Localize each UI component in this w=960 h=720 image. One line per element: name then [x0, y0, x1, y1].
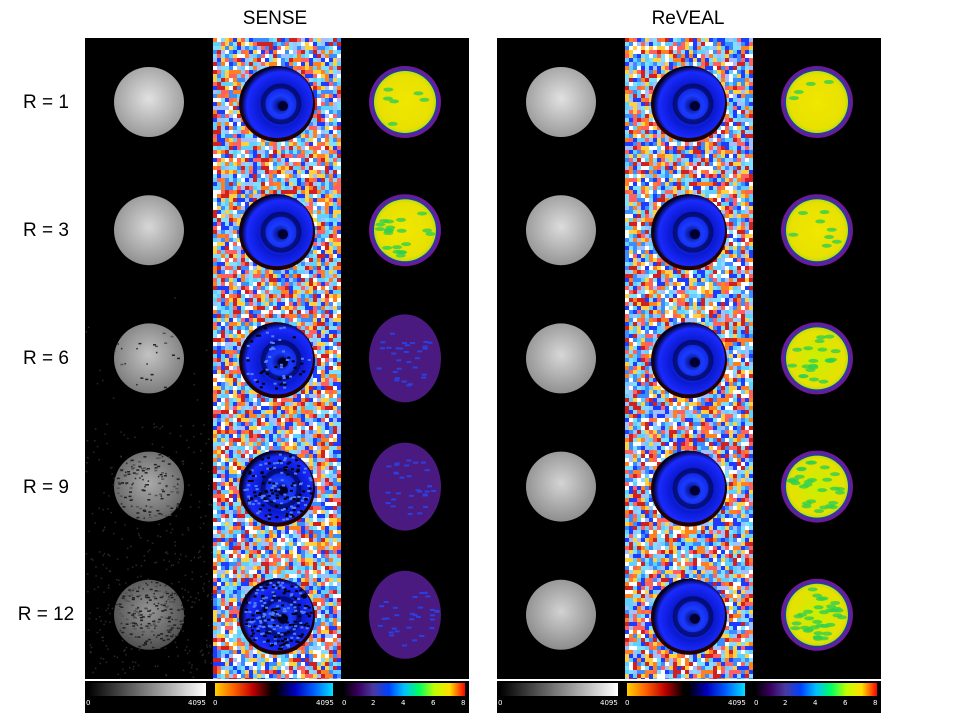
map-colorbar-tick-2: 2 — [371, 699, 376, 707]
map-image-r3 — [369, 194, 441, 267]
map-image-r12 — [369, 570, 441, 659]
map-colorbar-tick-8: 8 — [461, 699, 466, 707]
magnitude-colorbar-min: 0 — [86, 699, 91, 707]
magnitude-colorbar — [88, 683, 206, 696]
map-colorbar-tick-8: 8 — [873, 699, 878, 707]
magnitude-image-r1 — [526, 67, 596, 137]
phase-colorbar — [215, 683, 333, 696]
map-image-r6 — [369, 314, 441, 403]
phase-colorbar-min: 0 — [213, 699, 218, 707]
map-colorbar-tick-4: 4 — [813, 699, 818, 707]
phase-image-r1 — [651, 66, 727, 142]
phase-image-r6 — [239, 322, 315, 399]
magnitude-colorbar-max: 4095 — [188, 699, 206, 707]
phase-column — [625, 38, 753, 679]
phase-colorbar — [627, 683, 745, 696]
phase-image-r1 — [239, 66, 315, 142]
map-colorbar-tick-0: 0 — [754, 699, 759, 707]
sense-colorbar-strip: 0 4095 0 4095 0 2 4 6 8 — [85, 681, 469, 713]
map-colorbar — [343, 683, 465, 696]
reveal-image-grid — [497, 38, 881, 679]
phase-image-r12 — [651, 578, 727, 655]
phase-image-r6 — [651, 322, 727, 399]
map-column — [341, 38, 469, 679]
row-label-r1: R = 1 — [23, 92, 69, 113]
phase-column — [213, 38, 341, 679]
phase-colorbar-max: 4095 — [316, 699, 334, 707]
phase-image-r3 — [239, 194, 315, 271]
map-image-r1 — [369, 66, 441, 138]
magnitude-image-r9 — [526, 451, 596, 522]
row-label-r9: R = 9 — [23, 477, 69, 498]
row-label-r3: R = 3 — [23, 220, 69, 241]
magnitude-colorbar — [500, 683, 618, 696]
magnitude-colorbar-max: 4095 — [600, 699, 618, 707]
magnitude-colorbar-min: 0 — [498, 699, 503, 707]
phase-image-r9 — [651, 450, 727, 527]
map-colorbar — [755, 683, 877, 696]
phase-image-r9 — [239, 450, 315, 527]
magnitude-image-r1 — [114, 67, 184, 137]
map-image-r9 — [369, 442, 441, 531]
map-colorbar-tick-6: 6 — [843, 699, 848, 707]
map-image-r9 — [781, 450, 853, 523]
phase-image-r3 — [651, 194, 727, 271]
magnitude-image-r12 — [85, 551, 213, 679]
sense-title: SENSE — [242, 8, 308, 29]
map-colorbar-tick-2: 2 — [783, 699, 788, 707]
magnitude-column — [85, 38, 213, 679]
magnitude-image-r3 — [526, 195, 596, 266]
magnitude-image-r9 — [85, 423, 213, 552]
map-colorbar-tick-0: 0 — [342, 699, 347, 707]
row-label-r12: R = 12 — [17, 604, 75, 625]
sense-image-grid — [85, 38, 469, 679]
magnitude-column — [497, 38, 625, 679]
phase-image-r12 — [239, 578, 315, 655]
map-colorbar-tick-4: 4 — [401, 699, 406, 707]
map-image-r12 — [781, 578, 853, 651]
phase-colorbar-max: 4095 — [728, 699, 746, 707]
magnitude-image-r6 — [85, 297, 208, 401]
map-column — [753, 38, 881, 679]
map-colorbar-tick-6: 6 — [431, 699, 436, 707]
reveal-title: ReVEAL — [651, 8, 725, 29]
magnitude-image-r3 — [114, 195, 184, 266]
magnitude-image-r12 — [526, 579, 596, 650]
magnitude-image-r6 — [526, 323, 596, 394]
phase-colorbar-min: 0 — [625, 699, 630, 707]
map-image-r3 — [781, 194, 853, 267]
map-image-r1 — [781, 66, 853, 138]
map-image-r6 — [781, 322, 853, 395]
row-label-r6: R = 6 — [23, 348, 69, 369]
reveal-colorbar-strip: 0 4095 0 4095 0 2 4 6 8 — [497, 681, 881, 713]
